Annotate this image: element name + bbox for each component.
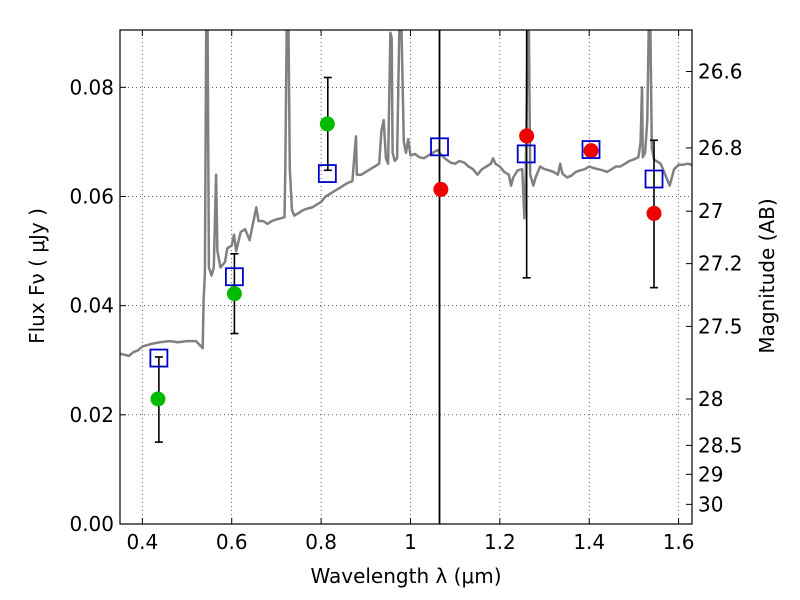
grid [120,30,692,524]
x-tick-label: 0.4 [126,530,158,554]
right-tick-label: 27 [698,199,723,223]
data-point-green [226,286,242,302]
model-photometry-square [516,144,536,164]
model-spectrum-line [120,30,692,358]
model-photometry-square [581,140,601,159]
x-tick-label: 0.6 [216,530,248,554]
data-point-green [319,116,335,132]
right-tick-label: 28 [698,387,723,411]
axis-ticks: 0.4 0.6 0.8 1 1.2 1.4 1.6 0.00 0.02 0.04 0.06 0.08 2… [69,30,743,554]
data-point-red [646,205,662,221]
data-point-red [519,128,535,144]
model-photometry-square [430,137,449,157]
right-tick-label: 26.8 [698,136,743,160]
x-tick-label: 1 [404,530,417,554]
y-tick-label: 0.02 [69,403,114,427]
model-photometry-square [317,164,337,183]
right-tick-label: 29 [698,462,723,486]
data-point-red [433,181,449,197]
right-axis-label: Magnitude (AB) [755,198,779,353]
x-tick-label: 1.6 [663,530,695,554]
y-tick-label: 0.08 [69,75,114,99]
right-tick-label: 30 [698,492,723,516]
y-tick-label: 0.00 [69,512,114,536]
right-tick-label: 26.6 [698,59,743,83]
y-tick-label: 0.06 [69,184,114,208]
x-tick-label: 1.2 [484,530,516,554]
right-tick-label: 27.5 [698,314,743,338]
data-point-green [150,391,166,407]
x-axis-label: Wavelength λ (μm) [310,564,501,588]
data-point-red [583,143,599,159]
plot-frame [119,29,693,525]
x-tick-label: 0.8 [305,530,337,554]
x-tick-label: 1.4 [573,530,605,554]
y-axis-label: Flux Fν ( μJy ) [25,208,49,344]
plot-area [120,30,692,524]
model-photometry-square [149,348,169,368]
model-photometry-square [644,169,664,189]
right-tick-label: 28.5 [698,433,743,457]
right-tick-label: 27.2 [698,252,743,276]
y-tick-label: 0.04 [69,294,114,318]
model-photometry-square [224,267,244,287]
